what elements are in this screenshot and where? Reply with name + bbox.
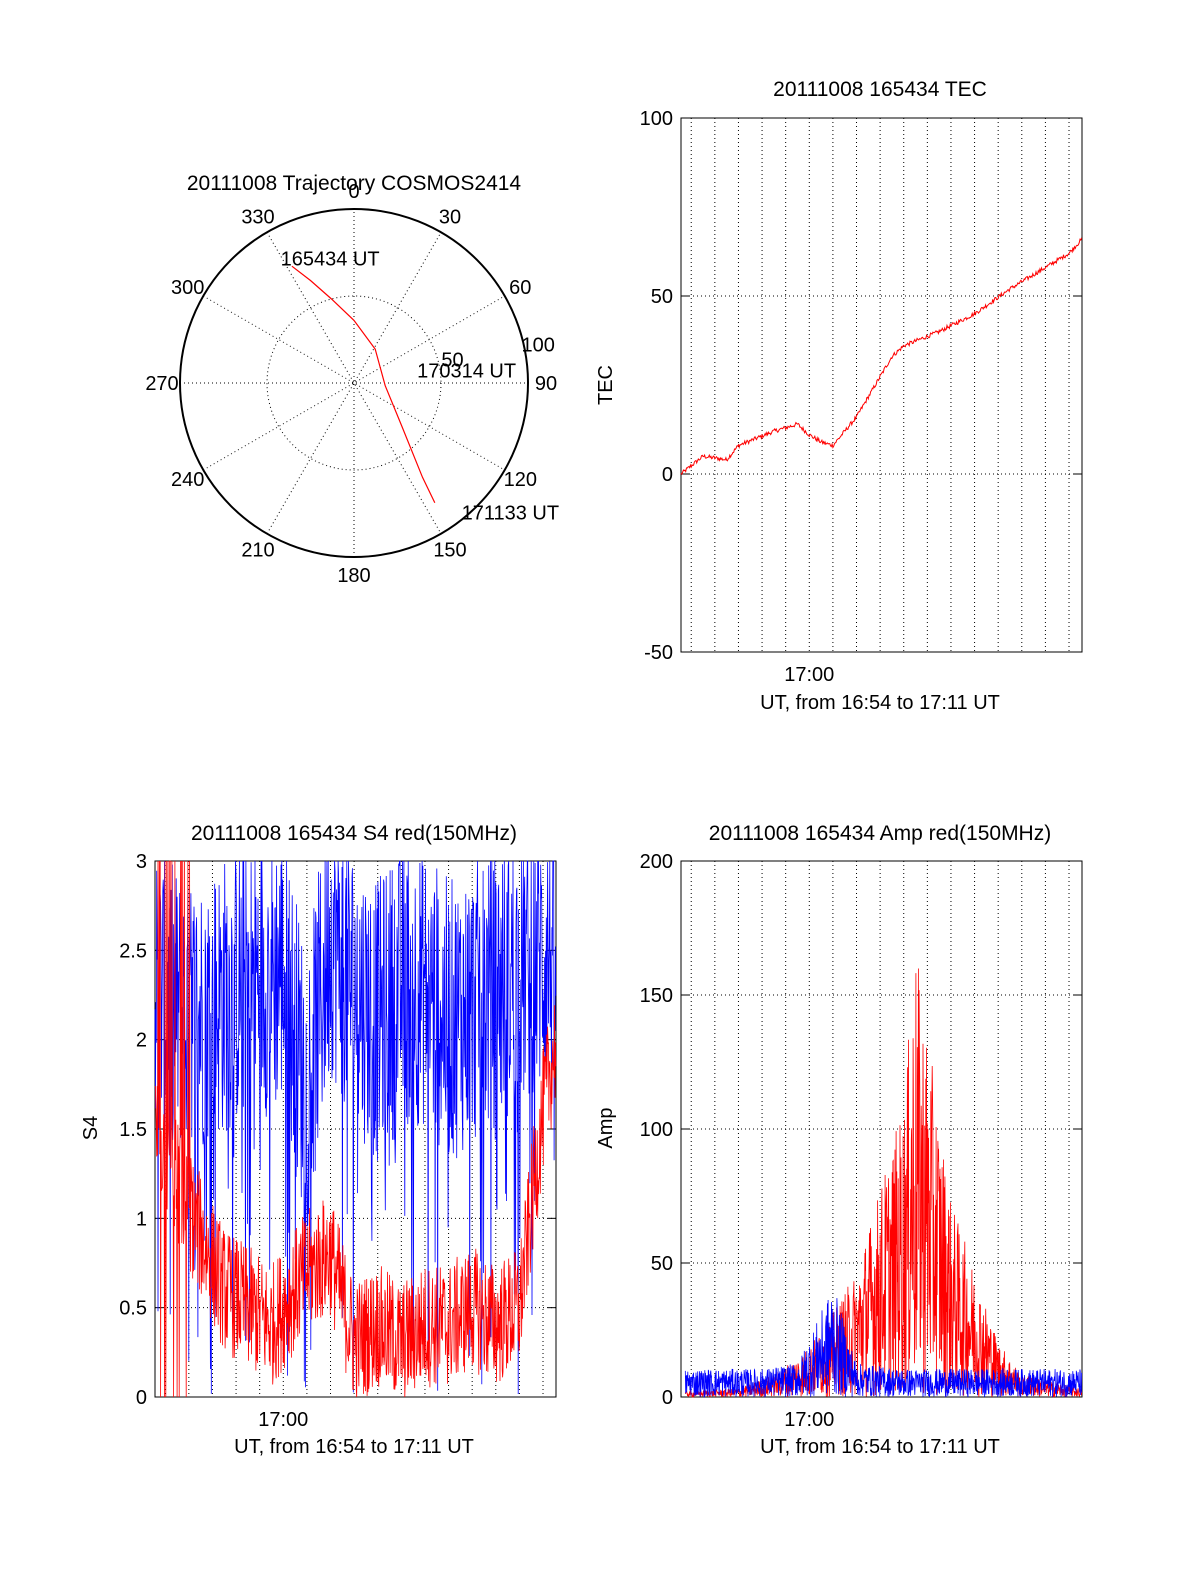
tec-axes: -50 0 50 100 17:00: [640, 108, 1083, 686]
trajectory-time-annotation: 165434 UT: [281, 248, 380, 270]
y-tick-label: 1.5: [119, 1119, 147, 1141]
tec-ylabel: TEC: [595, 365, 617, 405]
y-tick-label: 3: [136, 851, 147, 873]
x-tick-label: 17:00: [784, 1409, 834, 1431]
y-tick-label: 150: [640, 985, 673, 1007]
polar-radial-labels: 50 100: [441, 334, 554, 371]
trajectory-panel: 20111008 Trajectory COSMOS2414 0 30 60 90 12…: [145, 172, 559, 587]
trajectory-title: 20111008 Trajectory COSMOS2414: [187, 172, 522, 195]
s4-title: 20111008 165434 S4 red(150MHz): [191, 822, 517, 845]
polar-grid: [180, 209, 528, 557]
tec-title: 20111008 165434 TEC: [773, 78, 987, 101]
tec-panel: 20111008 165434 TEC -50 0 50 100 17:00 TEC U…: [595, 78, 1083, 714]
trajectory-annotations: 165434 UT 170314 UT 171133 UT: [281, 248, 559, 524]
y-tick-label: 0: [662, 1387, 673, 1409]
tec-line: [680, 237, 1083, 476]
y-tick-label: 2: [136, 1030, 147, 1052]
plot-frame: [154, 860, 557, 1398]
y-tick-label: 2.5: [119, 940, 147, 962]
x-tick-label: 17:00: [258, 1409, 308, 1431]
y-tick-label: 100: [640, 1119, 673, 1141]
polar-angle-label: 60: [509, 277, 531, 299]
polar-angle-label: 90: [535, 373, 557, 395]
amp-red-series: [684, 968, 1082, 1398]
polar-angle-label: 180: [337, 565, 370, 587]
amp-blue-series: [684, 1298, 1082, 1399]
trajectory-time-annotation: 171133 UT: [462, 503, 559, 525]
s4-ylabel: S4: [80, 1116, 102, 1140]
trajectory-time-annotation: 170314 UT: [417, 361, 516, 383]
y-tick-label: 200: [640, 851, 673, 873]
polar-angle-label: 120: [504, 469, 537, 491]
plot-frame: [680, 860, 1083, 1398]
amp-xlabel: UT, from 16:54 to 17:11 UT: [760, 1436, 1000, 1458]
polar-angle-label: 330: [241, 207, 274, 229]
amp-title: 20111008 165434 Amp red(150MHz): [709, 822, 1051, 845]
amp-ylabel: Amp: [595, 1107, 617, 1148]
trajectory-track-line: [291, 265, 436, 503]
polar-angle-label: 150: [433, 539, 466, 561]
amp-panel: 20111008 165434 Amp red(150MHz) 0 50 100 15…: [595, 822, 1083, 1458]
polar-radial-label: 50: [441, 350, 463, 372]
x-tick-label: 17:00: [784, 664, 834, 686]
polar-ring-50: [266, 295, 442, 471]
polar-angle-label: 240: [171, 469, 204, 491]
polar-angle-label: 210: [241, 539, 274, 561]
y-tick-label: 50: [651, 286, 673, 308]
y-tick-label: 100: [640, 108, 673, 130]
tec-series: [680, 237, 1083, 476]
y-tick-label: 0: [136, 1387, 147, 1409]
amp-axes: 0 50 100 150 200 17:00: [640, 851, 1083, 1431]
polar-angle-labels: 0 30 60 90 120 150 180 210 240 270 300 330: [145, 181, 557, 587]
polar-radial-label: 100: [522, 334, 555, 356]
polar-outer-ring: [179, 208, 529, 558]
polar-angle-label: 30: [439, 207, 461, 229]
s4-panel: 20111008 165434 S4 red(150MHz) 0 0.5 1 1.5 2…: [80, 822, 557, 1458]
y-tick-label: 1: [136, 1208, 147, 1230]
polar-angle-label: 270: [145, 373, 178, 395]
polar-angle-label: 300: [171, 277, 204, 299]
s4-blue-series: [154, 860, 557, 1395]
amp-series: [684, 968, 1082, 1399]
polar-angle-label: 0: [348, 181, 359, 203]
s4-red-series: [154, 860, 557, 1398]
plot-frame: [680, 117, 1083, 653]
tec-xlabel: UT, from 16:54 to 17:11 UT: [760, 692, 1000, 714]
s4-xlabel: UT, from 16:54 to 17:11 UT: [234, 1436, 474, 1458]
y-tick-label: 50: [651, 1253, 673, 1275]
y-tick-label: -50: [644, 642, 673, 664]
y-tick-label: 0.5: [119, 1298, 147, 1320]
s4-series: [154, 860, 557, 1398]
y-tick-label: 0: [662, 464, 673, 486]
